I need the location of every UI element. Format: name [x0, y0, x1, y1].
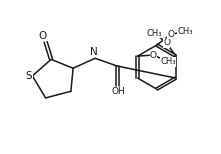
- Text: O: O: [150, 51, 157, 59]
- Text: O: O: [163, 38, 170, 47]
- Text: N: N: [90, 47, 98, 57]
- Text: O: O: [39, 31, 47, 41]
- Text: CH₃: CH₃: [160, 57, 175, 66]
- Text: S: S: [26, 71, 32, 81]
- Text: CH₃: CH₃: [177, 27, 193, 36]
- Text: OH: OH: [111, 87, 125, 96]
- Text: O: O: [168, 30, 175, 39]
- Text: CH₃: CH₃: [147, 28, 162, 38]
